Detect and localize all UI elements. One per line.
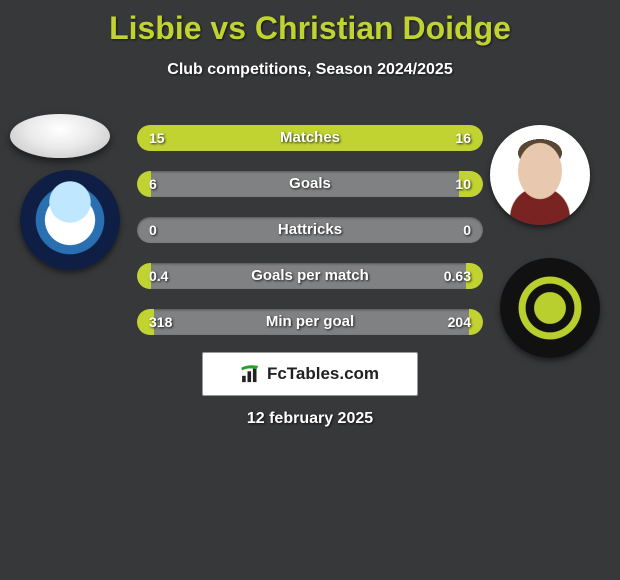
stat-row: 0Hattricks0 <box>137 217 483 243</box>
comparison-card: Lisbie vs Christian Doidge Club competit… <box>0 0 620 580</box>
player-left-avatar <box>10 114 110 158</box>
brand-box: FcTables.com <box>202 352 418 396</box>
subtitle: Club competitions, Season 2024/2025 <box>0 61 620 79</box>
stat-row: 0.4Goals per match0.63 <box>137 263 483 289</box>
stat-value-right: 16 <box>455 125 471 151</box>
stat-label: Min per goal <box>137 309 483 335</box>
stat-value-right: 204 <box>448 309 471 335</box>
player-right-avatar <box>490 125 590 225</box>
stat-value-right: 10 <box>455 171 471 197</box>
page-title: Lisbie vs Christian Doidge <box>0 0 620 47</box>
date-text: 12 february 2025 <box>0 410 620 428</box>
stats-container: 15Matches16 6Goals10 0Hattricks0 0.4Goals p… <box>137 125 483 355</box>
stat-label: Matches <box>137 125 483 151</box>
bar-chart-icon <box>241 365 263 383</box>
stat-label: Goals per match <box>137 263 483 289</box>
player-right-club-badge <box>500 258 600 358</box>
stat-row: 318Min per goal204 <box>137 309 483 335</box>
player-left-club-badge <box>20 170 120 270</box>
stat-value-right: 0 <box>463 217 471 243</box>
stat-row: 15Matches16 <box>137 125 483 151</box>
stat-row: 6Goals10 <box>137 171 483 197</box>
stat-label: Hattricks <box>137 217 483 243</box>
stat-label: Goals <box>137 171 483 197</box>
brand-text: FcTables.com <box>267 364 379 384</box>
stat-value-right: 0.63 <box>444 263 471 289</box>
